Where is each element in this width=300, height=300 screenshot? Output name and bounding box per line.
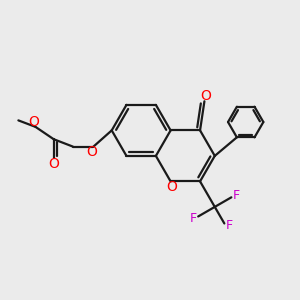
Text: F: F [233,189,240,202]
Text: O: O [28,115,39,129]
Text: O: O [200,89,211,103]
Text: O: O [48,157,59,171]
Text: O: O [87,145,98,159]
Text: O: O [166,180,177,194]
Text: F: F [189,212,197,225]
Text: F: F [226,219,233,232]
